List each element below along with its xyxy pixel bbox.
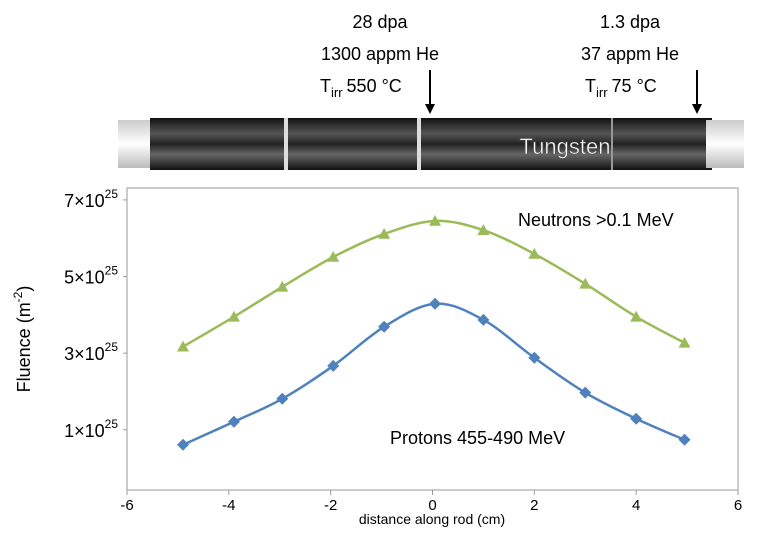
data-point <box>378 320 391 333</box>
data-point <box>378 227 391 239</box>
data-point <box>327 359 340 372</box>
series-label: Protons 455-490 MeV <box>390 428 565 448</box>
x-axis-label: distance along rod (cm) <box>359 511 505 527</box>
rod-cap <box>706 120 744 168</box>
data-point <box>227 415 240 428</box>
data-point <box>528 247 541 259</box>
rod-cap <box>118 120 154 168</box>
arrow-head <box>425 104 435 114</box>
temp-symbol: T <box>585 76 596 96</box>
data-point <box>678 336 691 348</box>
rod-gap <box>417 118 421 170</box>
data-point <box>579 386 592 399</box>
data-point <box>227 310 240 322</box>
tick-exp: 25 <box>105 417 119 431</box>
data-point <box>477 313 490 326</box>
annotation: 37 appm He <box>581 44 679 64</box>
y-tick-label: 3×1025 <box>64 340 118 364</box>
data-point <box>429 297 442 310</box>
data-point <box>276 392 289 405</box>
temp-sub: irr <box>596 85 608 100</box>
series-line <box>182 219 686 348</box>
data-point <box>630 310 643 322</box>
temp-symbol: T <box>320 76 331 96</box>
data-point <box>429 214 442 226</box>
rod-gap <box>284 118 288 170</box>
arrow-head <box>692 104 702 114</box>
tick-base: 1×10 <box>64 421 105 441</box>
rod-image: Tungsten <box>118 118 744 170</box>
tick-exp: 25 <box>105 340 119 354</box>
x-tick-label: -2 <box>324 497 337 514</box>
x-tick-label: 4 <box>632 497 640 514</box>
label-sup: -2 <box>11 291 25 302</box>
data-point <box>177 340 190 352</box>
temp-sub: irr <box>331 85 343 100</box>
x-tick-label: 2 <box>530 497 538 514</box>
y-axis-label: Fluence (m-2) <box>11 286 34 393</box>
label-text: Fluence (m <box>14 302 34 392</box>
annotation-temp: Tirr 75 °C <box>585 76 657 100</box>
rod-label: Tungsten <box>520 134 611 159</box>
data-point <box>477 224 490 235</box>
annotation: 28 dpa <box>352 12 408 32</box>
data-point <box>579 277 592 289</box>
data-point <box>678 433 691 446</box>
y-tick-label: 7×1025 <box>64 187 118 211</box>
tick-base: 7×10 <box>64 191 105 211</box>
y-tick-label: 5×1025 <box>64 264 118 288</box>
data-point <box>528 351 541 364</box>
series-label: Neutrons >0.1 MeV <box>518 210 674 230</box>
rod-gap <box>611 118 613 170</box>
temp-rest: 75 °C <box>612 76 657 96</box>
data-point <box>276 280 289 292</box>
x-tick-label: -6 <box>120 497 133 514</box>
rod-body <box>150 118 712 170</box>
x-tick-label: -4 <box>222 497 235 514</box>
tick-base: 5×10 <box>64 268 105 288</box>
data-point <box>177 438 190 451</box>
temp-rest: 550 °C <box>347 76 402 96</box>
x-tick-label: 6 <box>734 497 742 514</box>
x-tick-label: 0 <box>428 497 436 514</box>
data-point <box>327 250 340 262</box>
annotation-temp: Tirr 550 °C <box>320 76 402 100</box>
annotation: 1.3 dpa <box>600 12 661 32</box>
tick-exp: 25 <box>105 187 119 201</box>
tick-base: 3×10 <box>64 344 105 364</box>
y-tick-label: 1×1025 <box>64 417 118 441</box>
label-close: ) <box>14 286 34 292</box>
annotation: 1300 appm He <box>321 44 439 64</box>
data-point <box>630 412 643 425</box>
series-line <box>182 302 686 446</box>
tick-exp: 25 <box>105 264 119 278</box>
